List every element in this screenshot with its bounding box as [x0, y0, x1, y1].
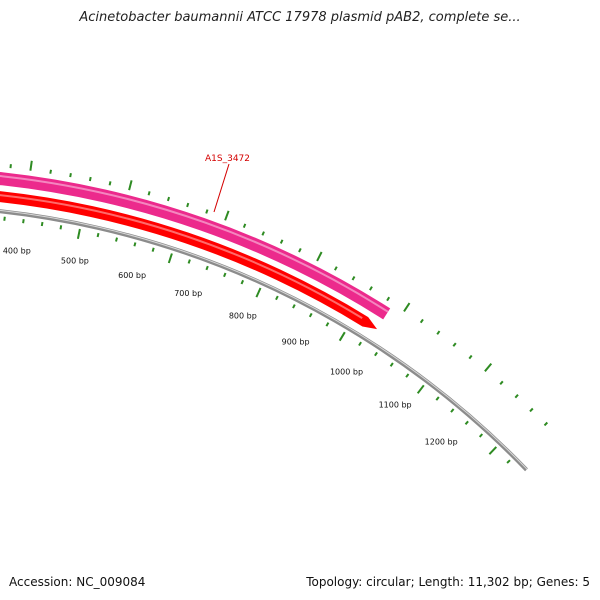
minor-tick	[386, 296, 391, 302]
minor-tick	[529, 407, 534, 413]
backbone-track	[0, 209, 528, 472]
minor-tick	[40, 221, 44, 227]
major-tick	[488, 446, 498, 455]
major-tick	[167, 253, 173, 264]
major-tick	[316, 251, 323, 262]
major-tick	[29, 160, 33, 171]
minor-tick	[88, 176, 92, 182]
page-title: Acinetobacter baumannii ATCC 17978 plasm…	[79, 10, 521, 25]
minor-tick	[374, 351, 378, 357]
backbone-highlight	[0, 210, 528, 470]
major-tick	[255, 287, 262, 298]
minor-tick	[59, 225, 63, 230]
tick-label: 700 bp	[174, 289, 202, 298]
minor-tick	[351, 276, 356, 281]
minor-tick	[435, 396, 440, 401]
minor-tick	[3, 216, 6, 221]
minor-tick	[186, 202, 190, 208]
major-tick	[484, 362, 493, 372]
minor-tick	[166, 196, 171, 202]
tick-label: 600 bp	[118, 271, 146, 280]
major-tick	[416, 384, 425, 394]
red-track-highlight	[0, 194, 363, 319]
tick-label: 1200 bp	[425, 437, 458, 446]
major-tick	[224, 210, 230, 221]
minor-tick	[464, 420, 469, 425]
minor-tick	[369, 286, 373, 291]
minor-tick	[96, 232, 100, 238]
minor-tick	[308, 312, 313, 318]
minor-tick	[151, 247, 155, 252]
minor-tick	[468, 354, 473, 360]
minor-tick	[543, 421, 549, 427]
tick-label: 1100 bp	[379, 401, 412, 410]
minor-tick	[69, 173, 72, 178]
tick-label: 1000 bp	[330, 367, 363, 376]
summary-text: Topology: circular; Length: 11,302 bp; G…	[306, 575, 590, 589]
minor-tick	[147, 191, 151, 196]
minor-tick	[298, 247, 302, 253]
major-tick	[403, 302, 411, 312]
tick-label: 800 bp	[229, 311, 257, 320]
minor-tick	[389, 362, 394, 367]
minor-tick	[325, 322, 330, 327]
tick-label: 400 bp	[3, 247, 31, 256]
minor-tick	[514, 394, 519, 399]
minor-tick	[223, 272, 227, 278]
minor-tick	[275, 295, 279, 301]
minor-tick	[22, 219, 25, 224]
major-tick	[76, 228, 81, 239]
minor-tick	[292, 304, 296, 309]
gene-label-callout	[213, 163, 230, 213]
minor-tick	[405, 373, 410, 378]
minor-tick	[133, 242, 137, 247]
pink-track-highlight	[0, 175, 389, 313]
minor-tick	[108, 181, 112, 186]
minor-tick	[261, 231, 265, 236]
tick-label: 500 bp	[61, 257, 89, 266]
minor-tick	[205, 209, 209, 214]
minor-tick	[187, 259, 191, 264]
minor-tick	[358, 341, 362, 347]
red-gene-track[interactable]	[0, 186, 378, 330]
minor-tick	[478, 433, 484, 438]
minor-tick	[49, 169, 52, 174]
minor-tick	[436, 330, 441, 335]
minor-tick	[205, 265, 209, 271]
minor-tick	[279, 239, 284, 244]
tick-marks	[3, 160, 549, 464]
tick-label: 900 bp	[282, 338, 310, 347]
major-tick	[338, 331, 346, 342]
minor-tick	[240, 279, 245, 285]
minor-tick	[115, 237, 118, 242]
minor-tick	[419, 318, 424, 324]
minor-tick	[452, 342, 457, 347]
minor-tick	[450, 408, 455, 413]
minor-tick	[242, 223, 247, 228]
accession-text: Accession: NC_009084	[9, 575, 146, 589]
minor-tick	[506, 459, 511, 464]
pink-gene-track[interactable]	[0, 167, 391, 320]
minor-tick	[334, 266, 338, 271]
gene-label[interactable]: A1S_3472	[205, 154, 250, 164]
minor-tick	[499, 380, 504, 385]
major-tick	[128, 180, 133, 191]
